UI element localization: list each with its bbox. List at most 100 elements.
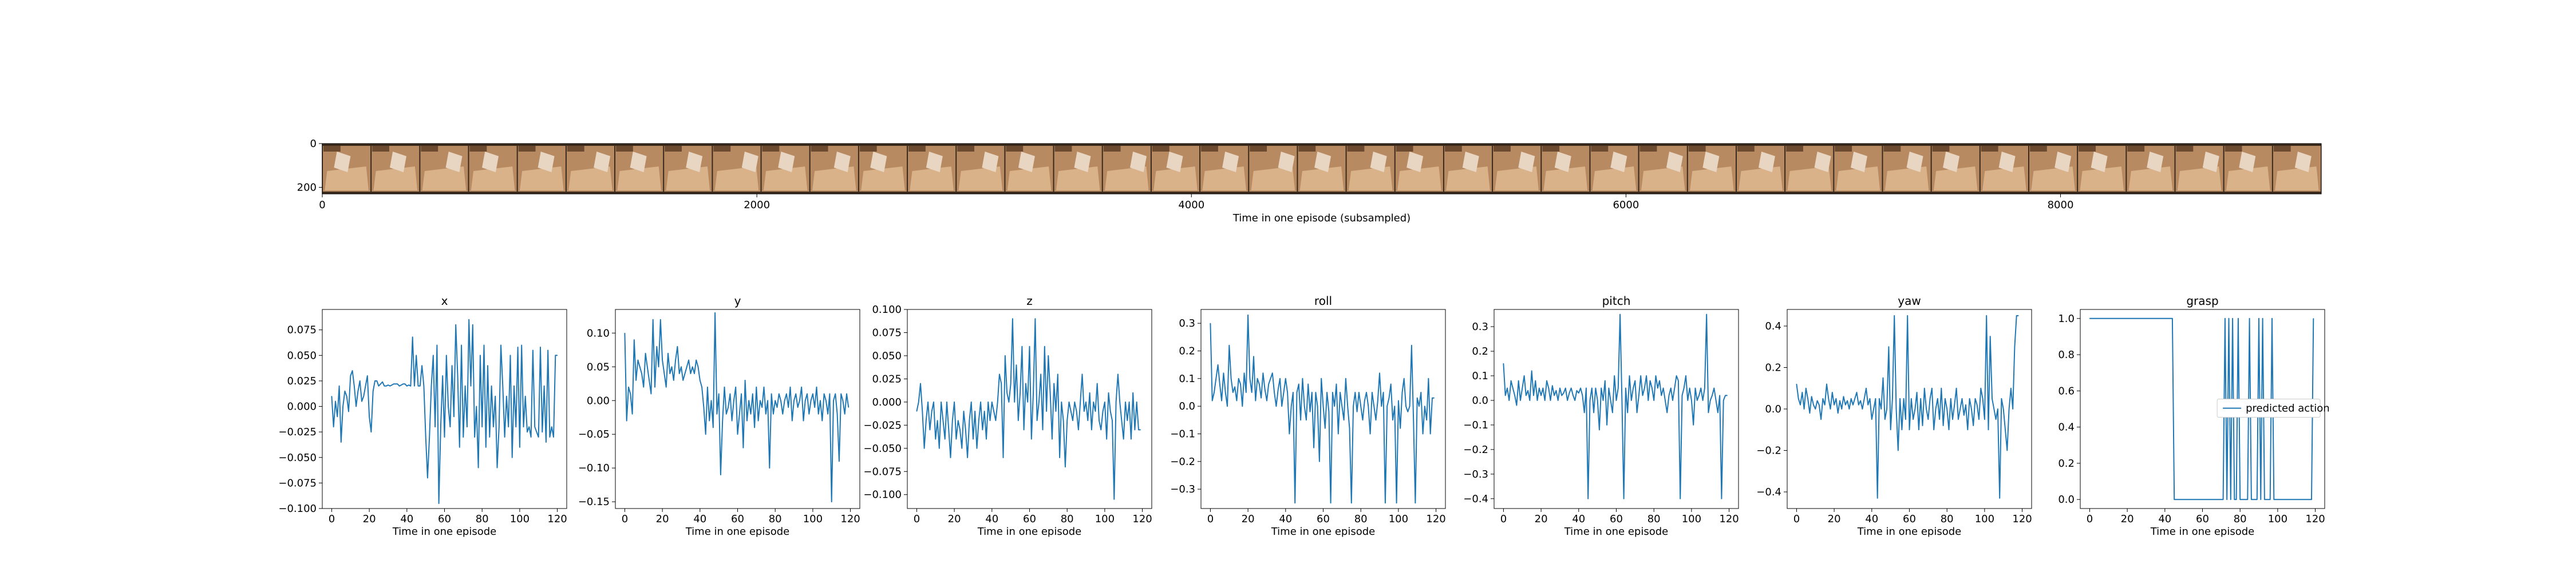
- data-point: [2001, 398, 2002, 399]
- data-point: [1127, 420, 1128, 421]
- data-point: [2155, 318, 2156, 319]
- data-point: [1858, 404, 1859, 406]
- data-point: [1321, 378, 1322, 379]
- data-point: [2290, 499, 2291, 500]
- data-point: [361, 401, 362, 402]
- xtick-label: 100: [1095, 513, 1115, 525]
- xtick-label: 80: [2234, 513, 2247, 525]
- data-point: [1815, 408, 1816, 410]
- ytick-label: −0.025: [863, 419, 902, 431]
- data-point: [1880, 408, 1882, 410]
- data-point: [350, 375, 351, 376]
- data-point: [1642, 395, 1643, 396]
- data-point: [1010, 383, 1012, 384]
- filmstrip-ytick-label: 200: [297, 182, 317, 194]
- ytick-label: 0.000: [287, 401, 317, 413]
- data-point: [937, 420, 938, 421]
- data-point: [1345, 378, 1346, 379]
- filmstrip-frame-border: [322, 143, 2322, 194]
- data-point: [2136, 318, 2138, 319]
- data-point: [1612, 412, 1613, 414]
- data-point: [2296, 499, 2297, 500]
- xtick-label: 80: [769, 513, 782, 525]
- data-point: [1973, 425, 1974, 426]
- series-line: [1503, 313, 1728, 499]
- filmstrip-frame: [2272, 144, 2321, 194]
- data-point: [967, 457, 968, 458]
- data-point: [1381, 406, 1382, 407]
- plot-title: z: [1026, 294, 1033, 308]
- data-point: [1899, 398, 1901, 399]
- data-point: [1619, 314, 1621, 315]
- data-point: [2309, 499, 2310, 500]
- data-point: [425, 436, 426, 438]
- xtick-label: 120: [547, 513, 567, 525]
- data-point: [1006, 392, 1008, 394]
- ytick-label: 0.050: [287, 349, 317, 362]
- xtick-label: 80: [1647, 513, 1661, 525]
- data-point: [660, 319, 661, 320]
- data-point: [1540, 395, 1542, 396]
- data-point: [1516, 405, 1517, 406]
- xtick-label: 60: [2196, 513, 2209, 525]
- ytick-label: 0.2: [1765, 362, 1781, 374]
- filmstrip-frame: [1004, 144, 1053, 194]
- data-point: [1721, 498, 1722, 499]
- plot-title: y: [734, 294, 741, 308]
- plot-yaw: yaw 0 20 40 60 80 100 120 −0.4 −0.2 0.0 0.2 0.4 Time …: [1756, 294, 2032, 538]
- data-point: [825, 400, 827, 401]
- data-point: [1386, 406, 1388, 407]
- data-point: [1828, 398, 1829, 399]
- plot-axes-frame: [907, 309, 1152, 509]
- ytick-label: −0.1: [1170, 428, 1195, 440]
- data-point: [2230, 499, 2231, 500]
- data-point: [476, 406, 477, 407]
- data-point: [463, 436, 464, 438]
- data-point: [1905, 419, 1906, 420]
- data-point: [1505, 395, 1506, 396]
- data-point: [1578, 392, 1579, 394]
- ytick-label: 0.10: [587, 327, 610, 339]
- ytick-label: 0.3: [1179, 317, 1195, 329]
- data-point: [1025, 383, 1026, 384]
- ytick-label: 0.000: [872, 396, 902, 408]
- data-point: [1377, 400, 1378, 402]
- xtick-label: 120: [1132, 513, 1152, 525]
- data-point: [1862, 408, 1863, 410]
- data-point: [457, 375, 459, 376]
- xtick-label: 40: [985, 513, 998, 525]
- data-point: [2249, 318, 2250, 319]
- data-point: [2132, 318, 2134, 319]
- xtick-label: 100: [803, 513, 823, 525]
- ytick-label: 0.0: [1472, 395, 1488, 407]
- data-point: [1623, 498, 1625, 499]
- data-point: [1302, 378, 1303, 379]
- filmstrip-frame: [2077, 144, 2126, 194]
- data-point: [1646, 375, 1647, 376]
- data-point: [1582, 395, 1583, 396]
- filmstrip-frame: [1345, 144, 1394, 194]
- data-point: [1871, 419, 1872, 420]
- data-point: [1255, 400, 1256, 402]
- data-point: [2267, 499, 2269, 500]
- data-point: [2113, 318, 2115, 319]
- filmstrip-frame: [1151, 144, 1200, 194]
- data-point: [1693, 424, 1694, 426]
- ytick-label: 0.2: [1179, 345, 1195, 357]
- xtick-label: 120: [1719, 513, 1739, 525]
- data-point: [2262, 318, 2263, 319]
- data-point: [2192, 499, 2194, 500]
- ytick-label: −0.4: [1756, 486, 1781, 498]
- xtick-label: 120: [840, 513, 860, 525]
- data-point: [348, 411, 349, 412]
- data-point: [1518, 380, 1519, 382]
- data-point: [2151, 318, 2152, 319]
- ytick-label: −0.2: [1170, 456, 1195, 468]
- data-point: [1364, 400, 1365, 402]
- data-point: [1984, 419, 1985, 420]
- xtick-label: 80: [1354, 513, 1368, 525]
- data-point: [2185, 499, 2186, 500]
- data-point: [442, 375, 443, 376]
- data-point: [848, 407, 849, 408]
